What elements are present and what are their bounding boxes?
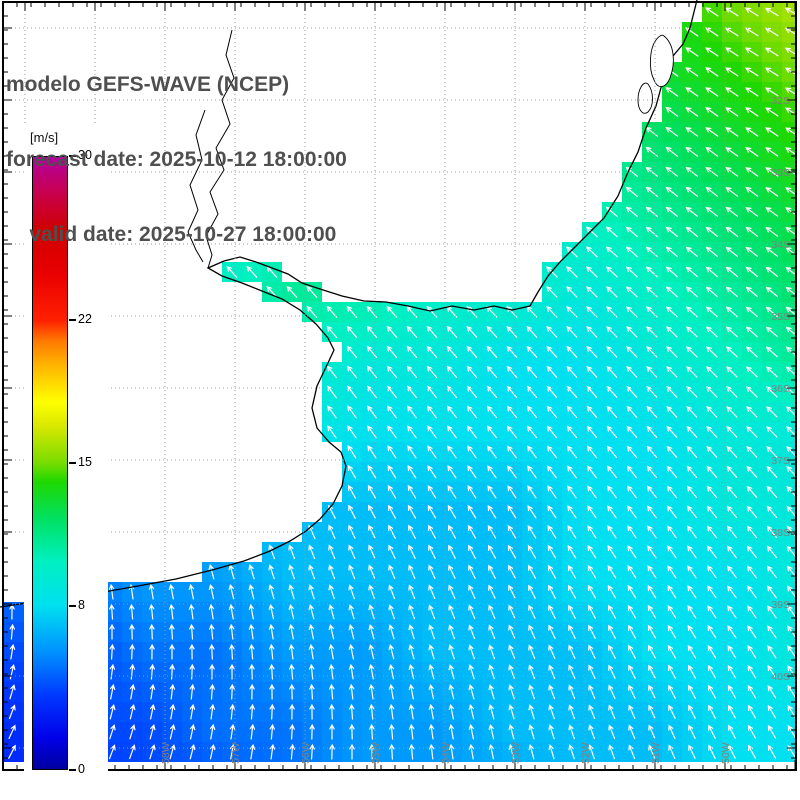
lat-label: 35S — [771, 311, 790, 323]
lat-label: 37S — [771, 455, 790, 467]
colorbar-tick-mark — [69, 318, 76, 321]
colorbar-tick-mark — [69, 155, 76, 157]
colorbar-tick-label: 22 — [78, 311, 92, 326]
lat-label: 33S — [771, 167, 790, 179]
forecast-date: forecast date: 2025-10-12 18:00:00 — [6, 148, 347, 171]
colorbar-gradient — [32, 156, 68, 770]
lon-label: 50W — [720, 742, 732, 764]
lon-label: 53W — [510, 742, 522, 764]
wave-direction-arrows — [8, 7, 796, 760]
lon-label: 51W — [650, 742, 662, 764]
lat-label: 36S — [771, 383, 790, 395]
lat-label: 39S — [771, 599, 790, 611]
colorbar-tick-label: 8 — [78, 598, 85, 613]
lon-label: 54W — [440, 742, 452, 764]
colorbar-tick-mark — [69, 462, 76, 464]
lat-label: 40S — [771, 671, 790, 683]
lat-label: 34S — [771, 239, 790, 251]
colorbar-tick-label: 15 — [78, 455, 92, 469]
lon-label: 55W — [370, 742, 382, 764]
lon-label: 57W — [230, 742, 242, 764]
lon-label: 52W — [580, 742, 592, 764]
river-line — [205, 29, 235, 269]
river-line-2 — [187, 109, 206, 263]
colorbar-tick-mark — [69, 769, 76, 771]
colorbar-tick-mark — [69, 605, 76, 608]
lon-label: 56W — [300, 742, 312, 764]
lat-label: 38S — [771, 527, 790, 539]
model-title: modelo GEFS-WAVE (NCEP) — [6, 73, 290, 96]
map-frame — [2, 1, 797, 771]
colorbar-tick-label: 30 — [78, 148, 92, 162]
colorbar-tick-label: 0 — [78, 762, 85, 776]
coastline — [0, 0, 698, 608]
lon-label: 58W — [160, 742, 172, 764]
lat-label: 32S — [771, 95, 790, 107]
map-title-block: modelo GEFS-WAVE (NCEP) forecast date: 2… — [6, 22, 347, 297]
valid-date: valid date: 2025-10-27 18:00:00 — [6, 223, 337, 246]
colorbar-unit-label: [m/s] — [30, 130, 59, 145]
lagoon-outline — [649, 34, 674, 87]
lagoon-outline-2 — [637, 82, 653, 114]
colorbar: [m/s] 30 22 15 8 0 — [24, 126, 108, 794]
